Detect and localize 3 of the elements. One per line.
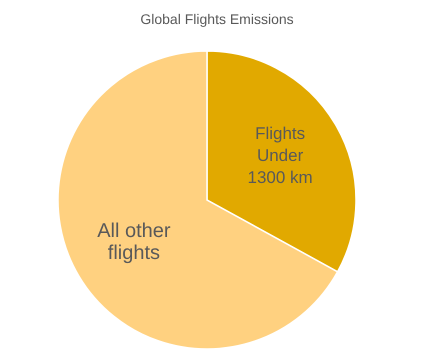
slice-label: All other flights [97,220,171,265]
chart-title: Global Flights Emissions [140,11,294,27]
slice-label: Flights Under 1300 km [248,124,313,188]
